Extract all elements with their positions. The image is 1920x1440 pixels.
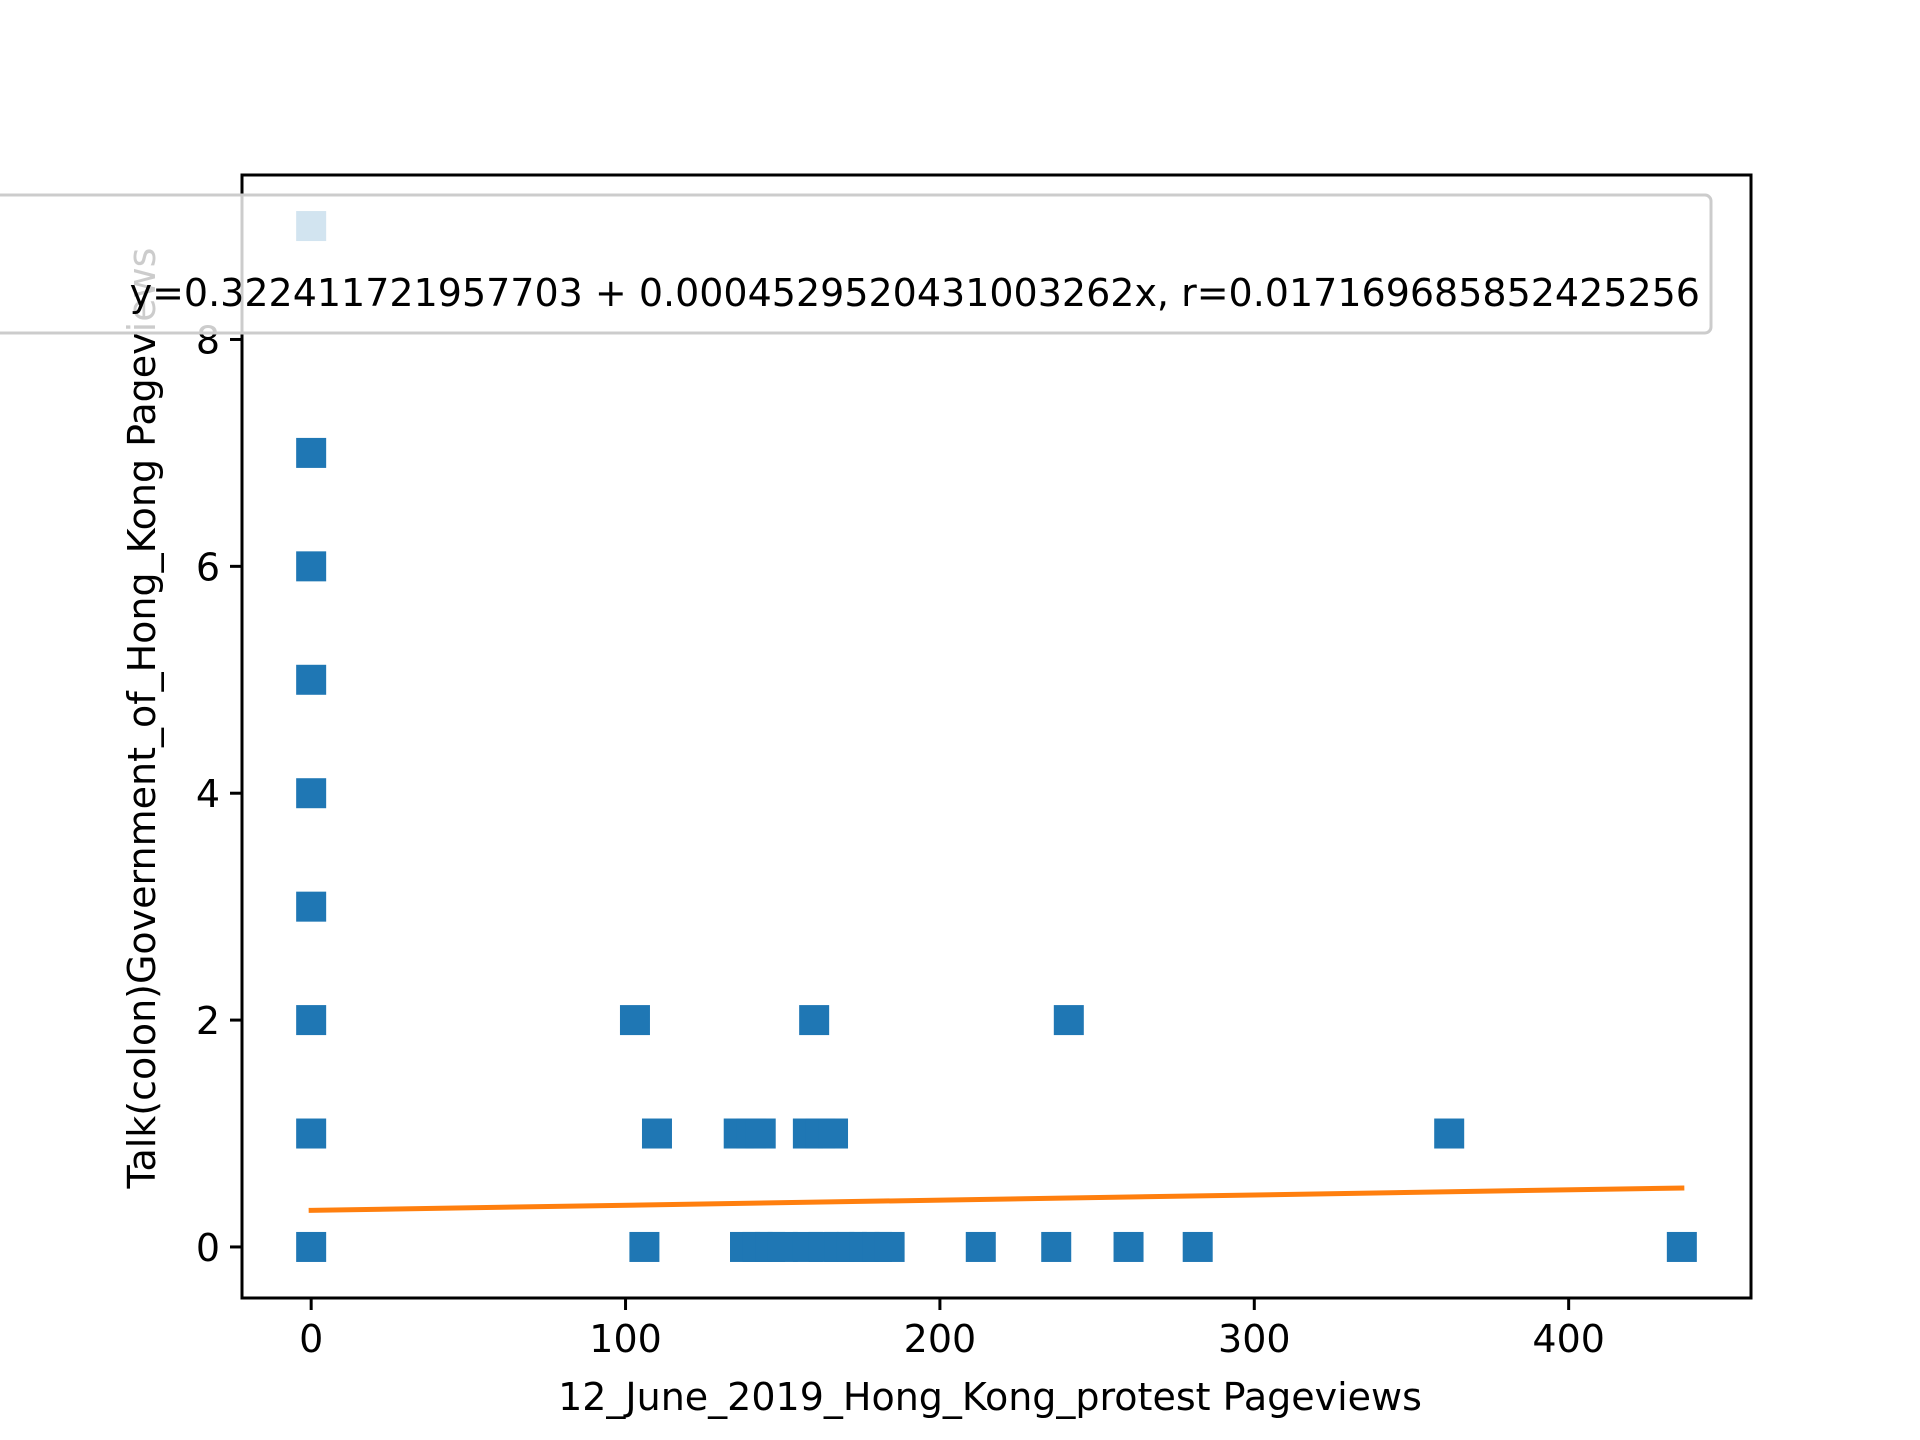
x-tick-label: 0 — [299, 1317, 323, 1361]
data-point — [296, 1005, 327, 1036]
x-tick-label: 200 — [904, 1317, 977, 1361]
data-point — [641, 1118, 672, 1149]
x-tick-label: 300 — [1218, 1317, 1291, 1361]
data-point — [874, 1231, 905, 1262]
x-tick-label: 400 — [1532, 1317, 1605, 1361]
y-tick-label: 0 — [196, 1226, 220, 1270]
data-point — [1666, 1231, 1697, 1262]
data-point — [296, 664, 327, 695]
data-point — [296, 1118, 327, 1149]
y-tick-label: 4 — [196, 772, 220, 816]
axes-frame — [240, 173, 1753, 1300]
data-point — [629, 1231, 660, 1262]
data-point — [1182, 1231, 1213, 1262]
x-axis-label: 12_June_2019_Hong_Kong_protest Pageviews — [558, 1375, 1422, 1419]
data-point — [1434, 1118, 1465, 1149]
y-tick-label: 2 — [196, 999, 220, 1043]
data-point — [745, 1118, 776, 1149]
legend: y=0.322411721957703 + 0.0004529520431003… — [0, 193, 1713, 335]
x-tick-label: 100 — [589, 1317, 662, 1361]
data-point — [296, 891, 327, 922]
data-point — [296, 551, 327, 582]
legend-box — [0, 193, 1713, 335]
data-point — [799, 1005, 830, 1036]
data-point — [296, 437, 327, 468]
data-point — [296, 1231, 327, 1262]
data-point — [767, 1231, 798, 1262]
data-point — [818, 1118, 849, 1149]
legend-label: y=0.322411721957703 + 0.0004529520431003… — [130, 271, 1700, 315]
y-axis-label: Talk(colon)Government_of_Hong_Kong Pagev… — [120, 248, 164, 1190]
y-tick-label: 6 — [196, 545, 220, 589]
regression-line — [308, 1185, 1685, 1213]
data-point — [619, 1005, 650, 1036]
data-point — [1053, 1005, 1084, 1036]
data-point — [1113, 1231, 1144, 1262]
data-point — [296, 778, 327, 809]
data-point — [1041, 1231, 1072, 1262]
plot-area — [296, 211, 1697, 1262]
data-point — [965, 1231, 996, 1262]
